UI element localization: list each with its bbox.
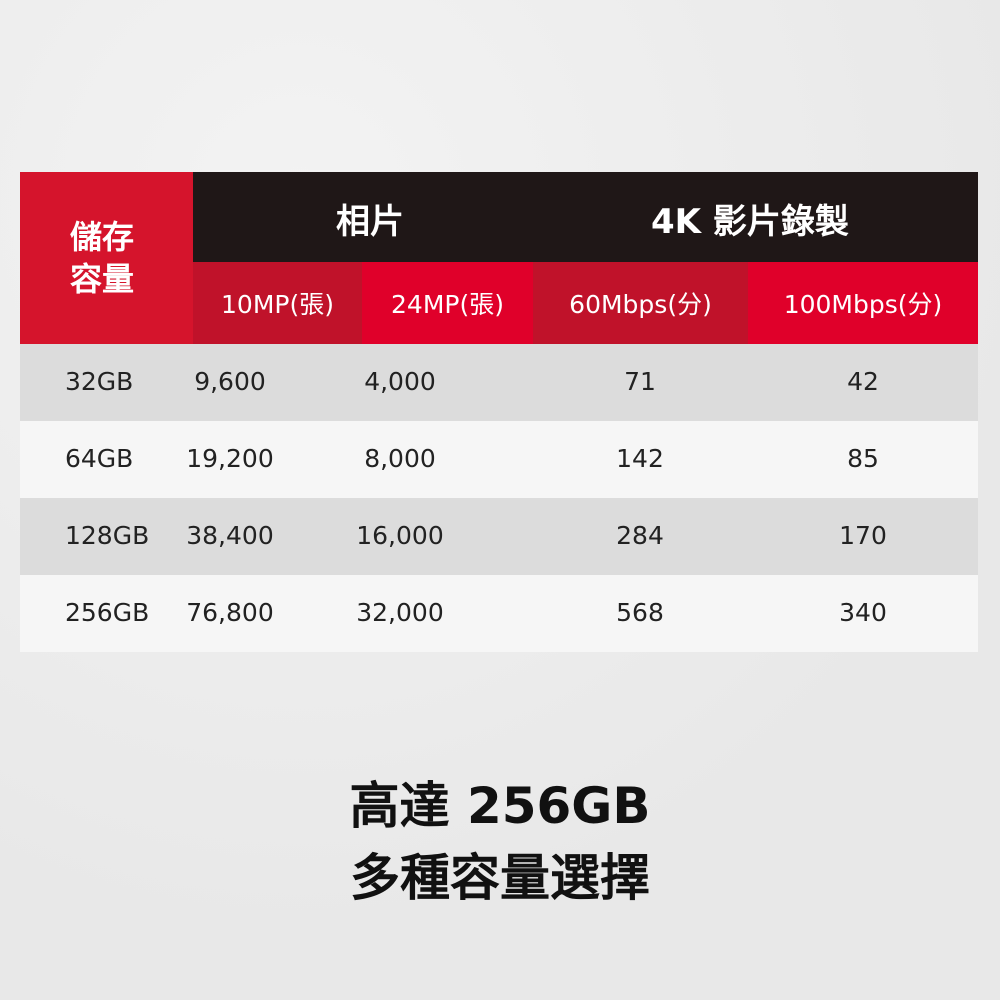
table-row: 32GB 9,600 4,000 71 42 <box>20 344 978 421</box>
table-cell: 42 <box>847 367 879 396</box>
group-header-band: 相片 4K 影片錄製 <box>193 172 978 262</box>
table-cell: 16,000 <box>356 521 444 550</box>
sub-header: 100Mbps(分) <box>748 262 978 344</box>
table-cell: 85 <box>847 444 879 473</box>
table-cell: 4,000 <box>364 367 436 396</box>
table-cell: 340 <box>839 598 887 627</box>
table-cell: 142 <box>616 444 664 473</box>
corner-header-line: 儲存 <box>70 218 135 256</box>
sub-header: 60Mbps(分) <box>533 262 748 344</box>
table-cell: 64GB <box>65 444 134 473</box>
corner-header-line: 容量 <box>70 260 135 298</box>
sub-header: 24MP(張) <box>362 262 533 344</box>
table-row: 256GB 76,800 32,000 568 340 <box>20 575 978 652</box>
table-cell: 8,000 <box>364 444 436 473</box>
table-cell: 568 <box>616 598 664 627</box>
table-cell: 32GB <box>65 367 134 396</box>
table-cell: 128GB <box>65 521 150 550</box>
table-row: 64GB 19,200 8,000 142 85 <box>20 421 978 498</box>
group-header-photo: 相片 <box>336 202 404 242</box>
table-cell: 9,600 <box>194 367 266 396</box>
table-cell: 71 <box>624 367 656 396</box>
group-header-video: 4K 影片錄製 <box>651 202 849 242</box>
caption-line-2: 多種容量選擇 <box>350 849 650 907</box>
table-cell: 256GB <box>65 598 150 627</box>
table-cell: 38,400 <box>186 521 274 550</box>
caption: 高達 256GB 多種容量選擇 <box>0 770 1000 914</box>
table-cell: 32,000 <box>356 598 444 627</box>
table-row: 128GB 38,400 16,000 284 170 <box>20 498 978 575</box>
table-cell: 76,800 <box>186 598 274 627</box>
table-cell: 284 <box>616 521 664 550</box>
corner-header: 儲存 容量 <box>20 172 193 344</box>
caption-line-1: 高達 256GB <box>349 777 651 835</box>
table-cell: 170 <box>839 521 887 550</box>
sub-header: 10MP(張) <box>193 262 362 344</box>
table-cell: 19,200 <box>186 444 274 473</box>
